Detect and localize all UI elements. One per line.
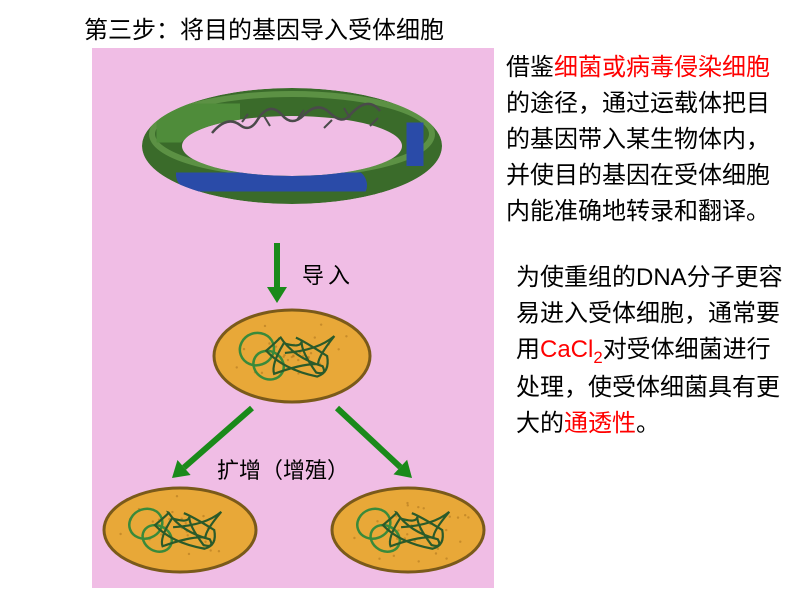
cell-middle: [214, 310, 370, 402]
cell-bottom-right: [332, 488, 484, 572]
page-title: 第三步：将目的基因导入受体细胞: [84, 10, 444, 45]
label-import: 导入: [302, 258, 354, 290]
p1-highlight: 细菌或病毒侵染细胞: [554, 54, 770, 81]
plasmid-ring: [142, 88, 442, 204]
paragraph-2: 为使重组的DNA分子更容易进入受体细胞，通常要用CaCl2对受体细菌进行处理，使…: [506, 260, 784, 442]
cell-bottom-left: [104, 488, 256, 572]
diagram-svg: [92, 48, 494, 588]
p2-cacl2: CaCl2: [540, 336, 603, 363]
label-amplify: 扩增（增殖）: [217, 453, 349, 485]
p1-post: 的途径，通过运载体把目的基因带入某生物体内，并使目的基因在受体细胞内能准确地转录…: [506, 90, 770, 225]
right-column: 借鉴细菌或病毒侵染细胞的途径，通过运载体把目的基因带入某生物体内，并使目的基因在…: [506, 50, 784, 442]
paragraph-1: 借鉴细菌或病毒侵染细胞的途径，通过运载体把目的基因带入某生物体内，并使目的基因在…: [506, 50, 784, 230]
p2-post: 。: [636, 410, 660, 437]
p1-pre: 借鉴: [506, 54, 554, 81]
p2-highlight2: 通透性: [564, 410, 636, 437]
diagram-container: 导入 扩增（增殖）: [92, 48, 494, 588]
